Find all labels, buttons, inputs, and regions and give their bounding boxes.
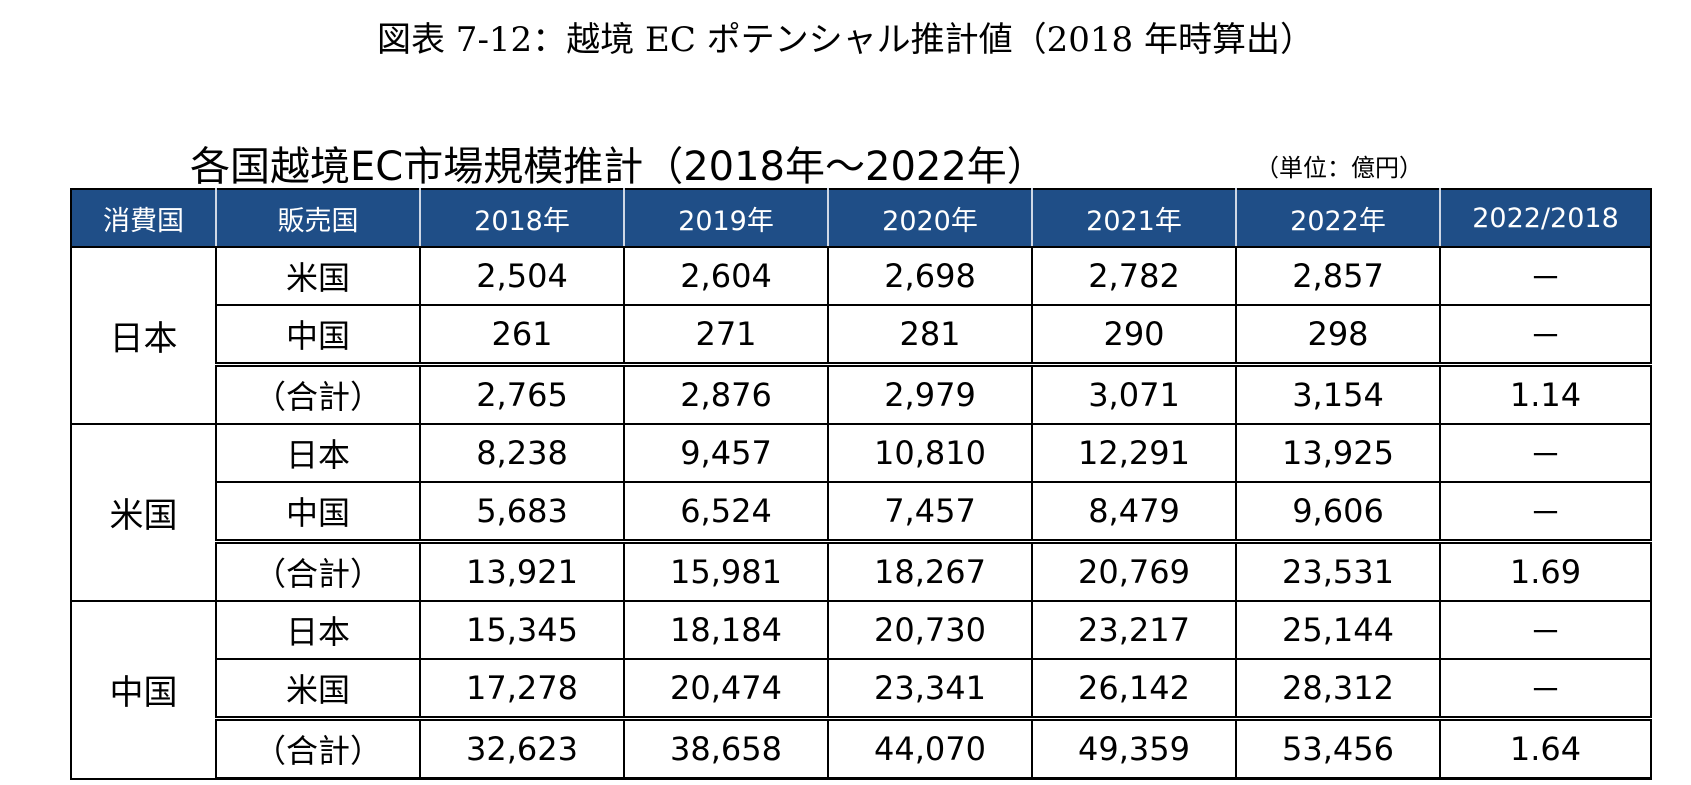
table-row: 中国 261 271 281 290 298 － [71,304,1652,366]
seller-country-cell: 日本 [215,423,421,483]
seller-country-cell: 日本 [215,600,421,660]
value-cell: 23,217 [1031,600,1237,660]
value-cell: 2,876 [623,362,829,425]
value-cell: 9,606 [1235,481,1441,543]
value-cell: 13,921 [419,539,625,602]
value-cell: 18,184 [623,600,829,660]
value-cell: 32,623 [419,716,625,780]
value-cell: 20,474 [623,658,829,720]
value-cell: 20,769 [1031,539,1237,602]
value-cell: 2,979 [827,362,1033,425]
total-row: （合計） 13,921 15,981 18,267 20,769 23,531 1.69 [71,539,1652,602]
value-cell: 5,683 [419,481,625,543]
seller-country-cell: 中国 [215,481,421,543]
ratio-cell: 1.14 [1439,362,1652,425]
table-row: 中国 5,683 6,524 7,457 8,479 9,606 － [71,481,1652,543]
value-cell: 8,238 [419,423,625,483]
value-cell: 8,479 [1031,481,1237,543]
value-cell: 17,278 [419,658,625,720]
value-cell: 298 [1235,304,1441,366]
consumer-country-cell: 米国 [70,423,217,602]
ratio-cell: － [1439,600,1652,660]
value-cell: 9,457 [623,423,829,483]
unit-label: （単位：億円） [1255,154,1423,182]
value-cell: 2,782 [1031,246,1237,306]
value-cell: 18,267 [827,539,1033,602]
ratio-cell: － [1439,481,1652,543]
value-cell: 7,457 [827,481,1033,543]
total-row: （合計） 32,623 38,658 44,070 49,359 53,456 1.64 [71,716,1652,780]
column-header-2022: 2022年 [1235,188,1441,248]
value-cell: 271 [623,304,829,366]
value-cell: 261 [419,304,625,366]
value-cell: 12,291 [1031,423,1237,483]
column-header-ratio: 2022/2018 [1439,188,1652,248]
consumer-group: 米国 日本 8,238 9,457 10,810 12,291 13,925 －中国 5,683… [70,423,1652,602]
ratio-cell: － [1439,658,1652,720]
value-cell: 26,142 [1031,658,1237,720]
table-row: 中国 日本 15,345 18,184 20,730 23,217 25,144 － [70,600,1652,780]
value-cell: 2,698 [827,246,1033,306]
consumer-group: 日本 米国 2,504 2,604 2,698 2,782 2,857 －中国 261 271 28… [70,246,1652,425]
consumer-country-cell: 日本 [70,246,217,425]
consumer-group: 中国 日本 15,345 18,184 20,730 23,217 25,144 －米国 17,… [70,600,1652,780]
header-row: 消費国 販売国 2018年 2019年 2020年 2021年 2022年 20… [70,188,1652,248]
value-cell: 23,341 [827,658,1033,720]
value-cell: 290 [1031,304,1237,366]
value-cell: 2,604 [623,246,829,306]
seller-country-cell: 米国 [215,658,421,720]
column-header-2018: 2018年 [419,188,625,248]
value-cell: 44,070 [827,716,1033,780]
table-title: 各国越境EC市場規模推計（2018年～2022年） [190,144,1047,190]
value-cell: 10,810 [827,423,1033,483]
table-row: 日本 米国 2,504 2,604 2,698 2,782 2,857 － [70,246,1652,425]
ratio-cell: 1.64 [1439,716,1652,780]
value-cell: 23,531 [1235,539,1441,602]
seller-country-cell: 中国 [215,304,421,366]
seller-country-cell: （合計） [215,539,421,602]
ratio-cell: － [1439,423,1652,483]
total-row: （合計） 2,765 2,876 2,979 3,071 3,154 1.14 [71,362,1652,425]
column-header-seller: 販売国 [215,188,421,248]
value-cell: 49,359 [1031,716,1237,780]
table-row: 米国 日本 8,238 9,457 10,810 12,291 13,925 － [70,423,1652,602]
value-cell: 15,981 [623,539,829,602]
value-cell: 281 [827,304,1033,366]
column-header-2019: 2019年 [623,188,829,248]
ratio-cell: － [1439,246,1652,306]
table-row: 米国 17,278 20,474 23,341 26,142 28,312 － [71,658,1652,720]
value-cell: 2,504 [419,246,625,306]
ratio-cell: 1.69 [1439,539,1652,602]
value-cell: 3,071 [1031,362,1237,425]
column-header-2020: 2020年 [827,188,1033,248]
market-size-table: 消費国 販売国 2018年 2019年 2020年 2021年 2022年 20… [70,188,1652,780]
value-cell: 25,144 [1235,600,1441,660]
seller-country-cell: （合計） [215,716,421,780]
seller-country-cell: 米国 [215,246,421,306]
seller-country-cell: （合計） [215,362,421,425]
ratio-cell: － [1439,304,1652,366]
figure-title: 図表 7-12：越境 EC ポテンシャル推計値（2018 年時算出） [377,20,1314,60]
value-cell: 15,345 [419,600,625,660]
column-header-2021: 2021年 [1031,188,1237,248]
consumer-country-cell: 中国 [70,600,217,780]
value-cell: 3,154 [1235,362,1441,425]
value-cell: 38,658 [623,716,829,780]
value-cell: 13,925 [1235,423,1441,483]
value-cell: 53,456 [1235,716,1441,780]
value-cell: 2,765 [419,362,625,425]
value-cell: 20,730 [827,600,1033,660]
value-cell: 6,524 [623,481,829,543]
column-header-consumer: 消費国 [70,188,217,248]
value-cell: 28,312 [1235,658,1441,720]
value-cell: 2,857 [1235,246,1441,306]
